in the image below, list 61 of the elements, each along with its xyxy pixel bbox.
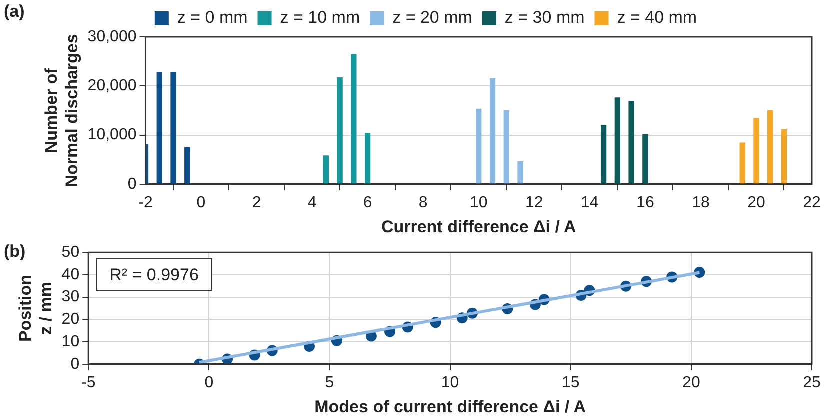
annotation: R² = 0.9976 [110,265,199,284]
y-tick-label: 40 [62,266,80,284]
y-tick-label: 20,000 [88,78,137,95]
x-tick-label: 20 [748,194,766,212]
x-tick-label: 15 [562,374,580,392]
bar [184,147,190,184]
y-tick-label: 0 [128,176,137,193]
y-tick-label: 20 [62,311,80,328]
bar [351,54,357,184]
bar [614,98,621,184]
x-tick-label: 12 [525,194,544,212]
x-axis-title: Modes of current difference Δi / A [314,397,586,416]
x-tick-label: 20 [682,374,700,392]
y-tick-label: 30,000 [88,28,137,46]
bar [754,118,760,184]
bar [337,77,343,184]
x-tick-label: 0 [196,194,206,212]
bar [600,125,607,184]
x-tick-label: 18 [692,194,710,212]
bar [518,161,524,184]
y-tick-label: 10,000 [88,126,137,144]
x-tick-label: 10 [470,194,488,212]
bar [170,72,176,184]
x-tick-label: 8 [418,194,428,212]
x-axis-title: Current difference Δi / A [381,217,576,236]
x-tick-label: 5 [325,374,334,392]
x-tick-label: 10 [441,374,460,392]
bar [628,101,634,184]
bar [781,130,788,184]
bar [490,78,496,184]
bar [504,110,510,184]
y-tick-label: 30 [62,288,80,306]
x-tick-label: 2 [252,194,262,212]
x-tick-label: 25 [803,374,821,392]
y-tick-label: 50 [62,244,80,262]
bar [364,132,371,184]
bar [768,110,774,184]
bar [740,142,746,184]
legend-label: z = 40 mm [617,8,698,28]
legend-label: z = 30 mm [504,8,585,28]
y-tick-label: 0 [70,356,80,373]
bar [323,156,330,184]
bar [156,72,162,184]
y-axis-title: Number of Normal discharges [42,34,82,188]
x-tick-label: -2 [138,194,153,212]
x-tick-label: 14 [581,194,599,212]
legend-label: z = 20 mm [392,8,472,28]
x-tick-label: -5 [81,374,96,392]
x-tick-label: 4 [308,194,317,212]
x-tick-label: 16 [636,194,654,212]
text: (b) [4,242,26,262]
legend-label: z = 10 mm [280,8,360,28]
legend-label: z = 0 mm [177,8,248,28]
text: (a) [4,2,25,22]
x-tick-label: 0 [204,374,214,392]
bar [476,108,482,184]
x-tick-label: 22 [803,194,821,212]
y-tick-label: 10 [62,333,80,350]
bar [642,134,648,184]
x-tick-label: 6 [363,194,372,212]
y-axis-title: Position z / mm [16,274,56,342]
